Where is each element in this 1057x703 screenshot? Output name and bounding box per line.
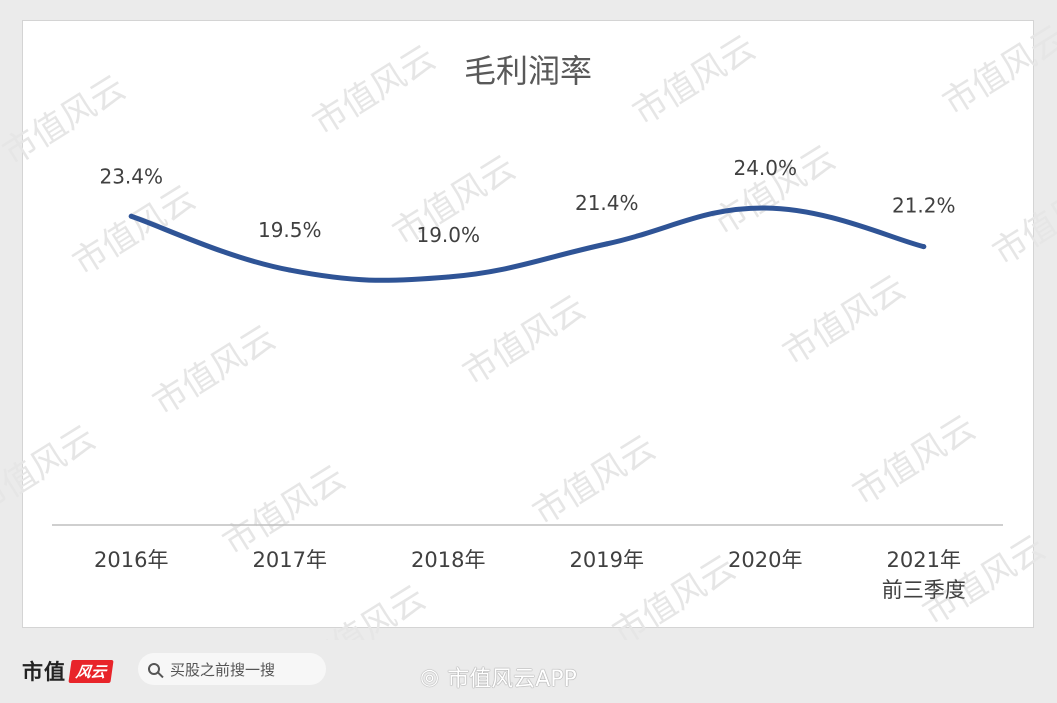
watermark-6: 市值风云 bbox=[706, 138, 843, 244]
x-tick-label-5: 2021年 bbox=[887, 548, 961, 572]
watermark-12: 市值风云 bbox=[846, 408, 983, 514]
x-tick-label-5-line1: 前三季度 bbox=[882, 578, 966, 602]
data-label-1: 19.5% bbox=[258, 218, 322, 242]
watermark-4: 市值风云 bbox=[66, 178, 203, 284]
watermark-14: 市值风云 bbox=[296, 578, 433, 640]
watermark-17: 市值风云 bbox=[986, 168, 1057, 274]
data-label-3: 21.4% bbox=[575, 191, 639, 215]
watermark-13: 市值风云 bbox=[0, 418, 102, 524]
x-tick-label-3: 2019年 bbox=[570, 548, 644, 572]
x-tick-label-2: 2018年 bbox=[411, 548, 485, 572]
data-label-5: 21.2% bbox=[892, 194, 956, 218]
data-label-0: 23.4% bbox=[99, 164, 163, 188]
watermark-8: 市值风云 bbox=[456, 288, 593, 394]
watermark-9: 市值风云 bbox=[776, 268, 913, 374]
data-label-4: 24.0% bbox=[733, 156, 797, 180]
watermark-0: 市值风云 bbox=[0, 68, 132, 174]
data-point-4 bbox=[762, 205, 768, 211]
x-tick-label-4: 2020年 bbox=[728, 548, 802, 572]
x-tick-label-1: 2017年 bbox=[253, 548, 327, 572]
data-point-0 bbox=[128, 213, 134, 219]
chart-card bbox=[22, 20, 1034, 628]
watermark-11: 市值风云 bbox=[526, 428, 663, 534]
chart-title: 毛利润率 bbox=[464, 52, 592, 90]
watermark-1: 市值风云 bbox=[306, 38, 443, 144]
x-tick-label-0: 2016年 bbox=[94, 548, 168, 572]
data-point-3 bbox=[604, 241, 610, 247]
data-point-1 bbox=[287, 267, 293, 273]
search-icon bbox=[148, 663, 160, 675]
watermark-3: 市值风云 bbox=[936, 18, 1057, 124]
weibo-icon: ◎ bbox=[420, 664, 440, 690]
brand-logo[interactable]: 市值 风云 bbox=[22, 658, 114, 684]
watermark-2: 市值风云 bbox=[626, 28, 763, 134]
series-line-gross-margin bbox=[128, 205, 927, 283]
data-point-5 bbox=[921, 244, 927, 250]
watermark-7: 市值风云 bbox=[146, 318, 283, 424]
search-text: 买股之前搜一搜 bbox=[170, 660, 276, 679]
data-label-2: 19.0% bbox=[416, 223, 480, 247]
search-box[interactable]: 买股之前搜一搜 bbox=[138, 653, 326, 685]
weibo-handle: ◎ 市值风云APP bbox=[420, 661, 577, 693]
footer-bar: 市值 风云 买股之前搜一搜 ◎ 市值风云APP bbox=[0, 640, 1057, 703]
data-point-2 bbox=[445, 274, 451, 280]
logo-text: 市值 bbox=[22, 659, 66, 684]
logo-mark: 风云 bbox=[68, 659, 114, 683]
weibo-text: 市值风云APP bbox=[447, 667, 577, 692]
